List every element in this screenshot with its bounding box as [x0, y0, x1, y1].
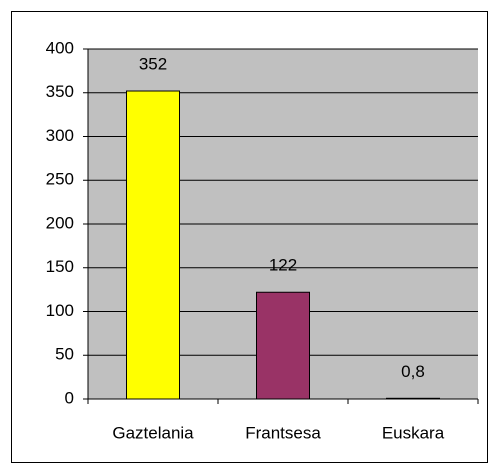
data-label: 0,8 [401, 362, 425, 381]
bar [386, 397, 440, 400]
y-tick-label: 350 [46, 82, 74, 101]
y-tick-label: 400 [46, 38, 74, 57]
x-tick-label: Frantsesa [245, 423, 321, 442]
y-tick-label: 300 [46, 126, 74, 145]
y-tick-label: 100 [46, 301, 74, 320]
y-tick-label: 250 [46, 170, 74, 189]
y-tick-label: 200 [46, 213, 74, 232]
x-tick-label: Gaztelania [112, 423, 194, 442]
y-tick-label: 0 [65, 388, 74, 407]
bar [256, 291, 310, 400]
y-tick-label: 50 [55, 345, 74, 364]
data-label: 352 [139, 54, 167, 73]
bar [126, 90, 180, 400]
data-label: 122 [269, 256, 297, 275]
x-tick-label: Euskara [382, 423, 445, 442]
y-tick-label: 150 [46, 257, 74, 276]
